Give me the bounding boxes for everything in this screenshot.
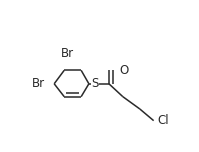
Text: Cl: Cl (157, 114, 169, 127)
Text: S: S (91, 77, 99, 90)
Text: Br: Br (32, 77, 45, 90)
Text: Br: Br (61, 47, 74, 60)
Text: O: O (120, 64, 129, 77)
